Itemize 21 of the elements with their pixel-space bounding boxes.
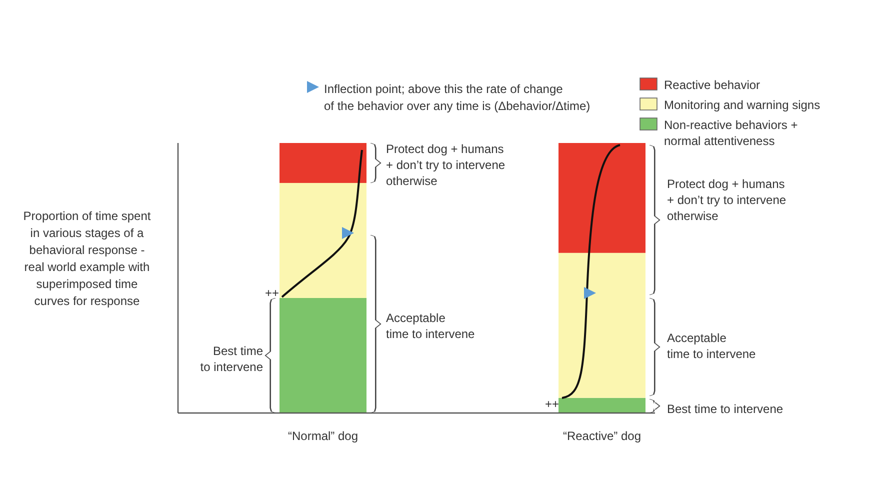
legend-label: Monitoring and warning signs [664, 98, 820, 112]
legend-label: Non-reactive behaviors + normal attentiveness [664, 118, 798, 148]
annotation: Protect dog + humans + don’t try to intervene otherwise [386, 142, 506, 188]
text: Acceptable time to intervene [667, 331, 756, 361]
annotation: Best time to intervene [200, 344, 264, 374]
legend-label: Reactive behavior [664, 78, 760, 92]
text: Best time to intervene [667, 402, 784, 416]
x-tick-label: “Reactive” dog [562, 429, 642, 443]
annotation: ++ [264, 286, 279, 300]
x-tick-label: “Normal” dog [288, 429, 358, 443]
annotation: ++ [544, 397, 559, 411]
bar [558, 398, 646, 413]
bar [280, 143, 366, 183]
bar [558, 252, 646, 398]
bar [280, 182, 366, 298]
bar [280, 298, 366, 413]
text: Inflection point; above this the rate of change of the behavior over any time is (Δbehavior/Δtime) [324, 82, 590, 113]
annotation: Acceptable time to intervene [386, 311, 476, 341]
bar [558, 143, 646, 253]
y-axis-title: Proportion of time spent in various stages of a behavioral response - real world example with superimposed time curves for response [23, 209, 152, 308]
text: Protect dog + humans + don’t try to intervene otherwise [667, 177, 786, 223]
